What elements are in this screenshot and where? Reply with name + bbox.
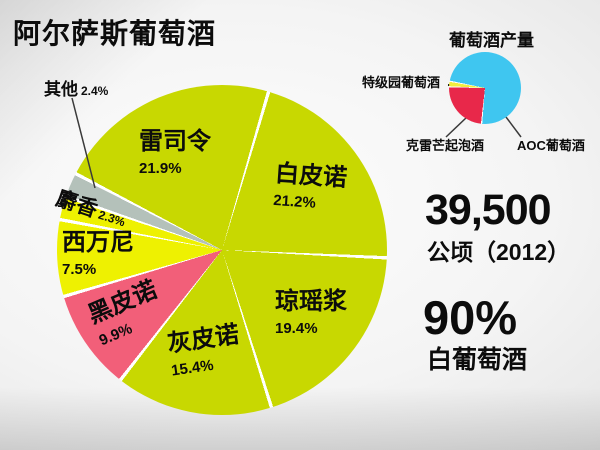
production-pie-chart bbox=[449, 52, 521, 124]
slice-label-other: 其他 2.4% bbox=[44, 80, 109, 99]
production-pie-title: 葡萄酒产量 bbox=[449, 31, 534, 50]
cremant-leader-line bbox=[445, 116, 468, 138]
label-grand-cru: 特级园葡萄酒 bbox=[362, 75, 441, 90]
slice-label-riesling: 雷司令 21.9% bbox=[139, 128, 211, 177]
label-cremant: 克雷芒起泡酒 bbox=[406, 138, 485, 153]
vineyard-area-value: 39,500 bbox=[425, 186, 552, 234]
white-wine-label: 白葡萄酒 bbox=[427, 346, 528, 374]
white-wine-percentage: 90% bbox=[423, 291, 518, 344]
slice-label-sylvaner: 西万尼 7.5% bbox=[62, 229, 134, 278]
page-title: 阿尔萨斯葡萄酒 bbox=[13, 18, 217, 49]
label-aoc: AOC葡萄酒 bbox=[517, 138, 585, 153]
variety-pie-chart bbox=[57, 85, 387, 415]
slice-label-pinot-blanc: 白皮诺 21.2% bbox=[272, 160, 348, 212]
vineyard-area-unit: 公顷（2012） bbox=[427, 239, 571, 265]
slice-label-gewurztraminer: 琼瑶浆 19.4% bbox=[275, 288, 347, 337]
